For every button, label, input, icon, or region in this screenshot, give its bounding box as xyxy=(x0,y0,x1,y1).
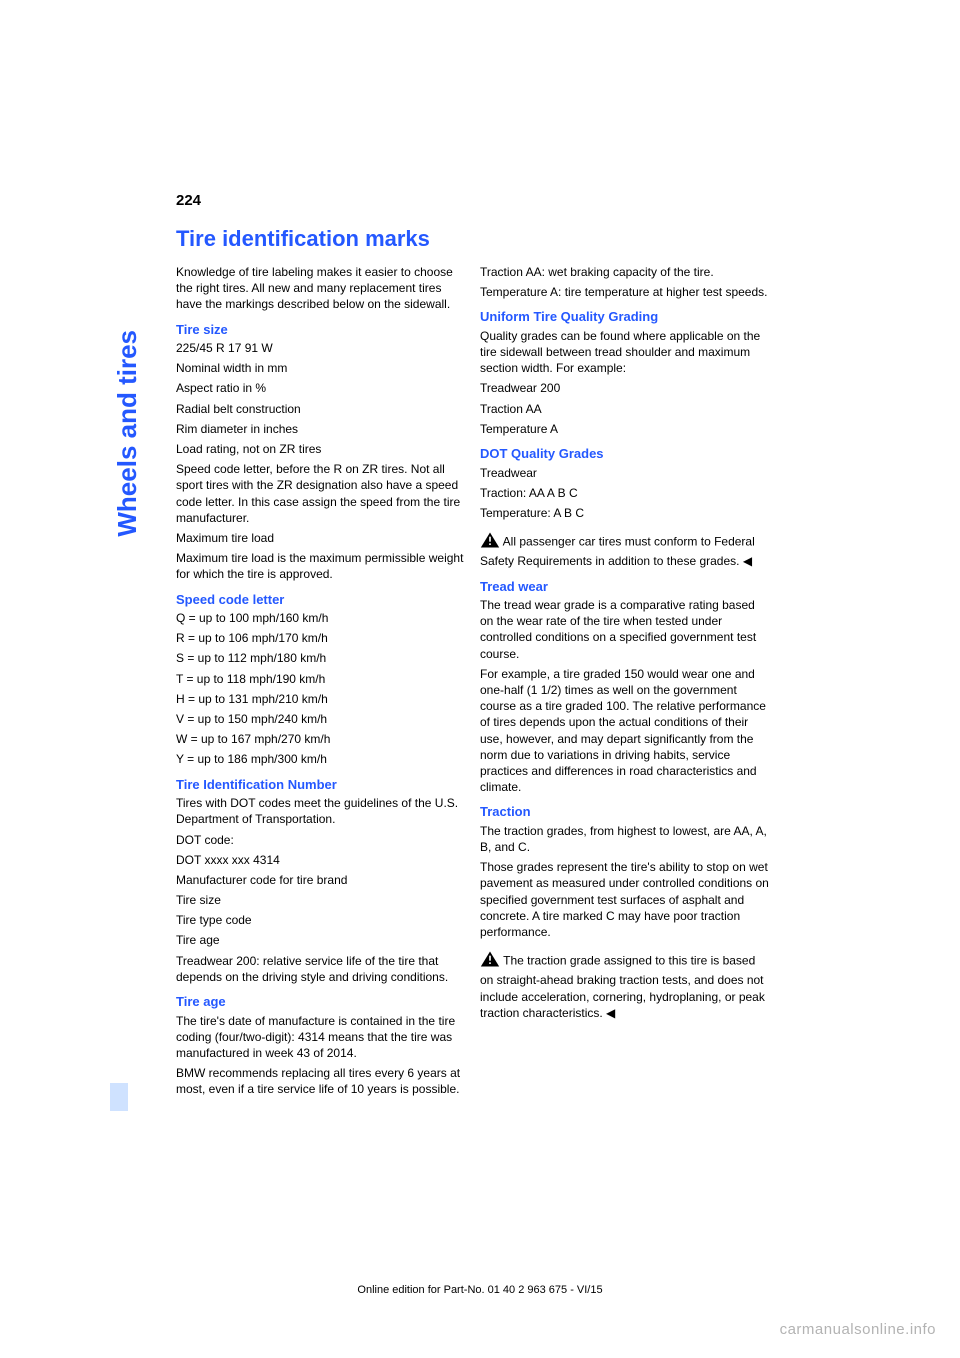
speed-y: Y = up to 186 mph/300 km/h xyxy=(176,751,466,767)
tire-size-p4: Radial belt construction xyxy=(176,401,466,417)
tin-p1: Tires with DOT codes meet the guidelines… xyxy=(176,795,466,827)
utqg-p4: Temperature A xyxy=(480,421,770,437)
tire-age-p2: BMW recommends replacing all tires every… xyxy=(176,1065,466,1097)
warning-text-2: The traction grade assigned to this tire… xyxy=(480,953,765,1019)
tin-p8: Treadwear 200: relative service life of … xyxy=(176,953,466,985)
dot-p3: Temperature: A B C xyxy=(480,505,770,521)
traction-p1: The traction grades, from highest to low… xyxy=(480,823,770,855)
warning-icon xyxy=(480,531,500,553)
heading-traction: Traction xyxy=(480,803,770,821)
footer-edition-line: Online edition for Part-No. 01 40 2 963 … xyxy=(0,1284,960,1296)
utqg-p2: Treadwear 200 xyxy=(480,380,770,396)
tin-p6: Tire type code xyxy=(176,912,466,928)
speed-q: Q = up to 100 mph/160 km/h xyxy=(176,610,466,626)
left-column: Knowledge of tire labeling makes it easi… xyxy=(176,264,466,1102)
right-column: Traction AA: wet braking capacity of the… xyxy=(480,264,770,1025)
tin-p5: Tire size xyxy=(176,892,466,908)
utqg-p3: Traction AA xyxy=(480,401,770,417)
tire-size-p6: Load rating, not on ZR tires xyxy=(176,441,466,457)
tire-size-p9: Maximum tire load is the maximum permiss… xyxy=(176,550,466,582)
tin-p4: Manufacturer code for tire brand xyxy=(176,872,466,888)
tin-p3: DOT xxxx xxx 4314 xyxy=(176,852,466,868)
tread-p2: For example, a tire graded 150 would wea… xyxy=(480,666,770,796)
heading-utqg: Uniform Tire Quality Grading xyxy=(480,308,770,326)
tin-p2: DOT code: xyxy=(176,832,466,848)
tire-size-p3: Aspect ratio in % xyxy=(176,380,466,396)
heading-dot-grades: DOT Quality Grades xyxy=(480,445,770,463)
utqg-p1: Quality grades can be found where applic… xyxy=(480,328,770,377)
tire-size-p2: Nominal width in mm xyxy=(176,360,466,376)
page-root: 224 Wheels and tires Tire identification… xyxy=(0,0,960,1358)
speed-t: T = up to 118 mph/190 km/h xyxy=(176,671,466,687)
tin-p7: Tire age xyxy=(176,932,466,948)
heading-tire-age: Tire age xyxy=(176,993,466,1011)
tread-p1: The tread wear grade is a comparative ra… xyxy=(480,597,770,662)
r-p0a: Traction AA: wet braking capacity of the… xyxy=(480,264,770,280)
tire-age-p1: The tire's date of manufacture is contai… xyxy=(176,1013,466,1062)
traction-p2: Those grades represent the tire's abilit… xyxy=(480,859,770,940)
tire-size-code: 225/45 R 17 91 W xyxy=(176,340,466,356)
heading-tread-wear: Tread wear xyxy=(480,578,770,596)
heading-speed-code: Speed code letter xyxy=(176,591,466,609)
watermark-text: carmanualsonline.info xyxy=(780,1321,936,1338)
tire-size-p8: Maximum tire load xyxy=(176,530,466,546)
page-title: Tire identification marks xyxy=(176,226,430,252)
speed-w: W = up to 167 mph/270 km/h xyxy=(176,731,466,747)
intro-text: Knowledge of tire labeling makes it easi… xyxy=(176,264,466,313)
heading-tire-size: Tire size xyxy=(176,321,466,339)
r-p0b: Temperature A: tire temperature at highe… xyxy=(480,284,770,300)
sidebar-section-label: Wheels and tires xyxy=(112,330,143,537)
page-number: 224 xyxy=(176,192,201,209)
warning-block-1: All passenger car tires must conform to … xyxy=(480,531,770,569)
tire-size-p7: Speed code letter, before the R on ZR ti… xyxy=(176,461,466,526)
speed-v: V = up to 150 mph/240 km/h xyxy=(176,711,466,727)
speed-r: R = up to 106 mph/170 km/h xyxy=(176,630,466,646)
warning-text-1: All passenger car tires must conform to … xyxy=(480,534,755,568)
heading-tin: Tire Identification Number xyxy=(176,776,466,794)
section-index-band xyxy=(110,1083,128,1111)
speed-s: S = up to 112 mph/180 km/h xyxy=(176,650,466,666)
tire-size-p5: Rim diameter in inches xyxy=(176,421,466,437)
warning-block-2: The traction grade assigned to this tire… xyxy=(480,950,770,1021)
warning-icon xyxy=(480,950,500,972)
speed-h: H = up to 131 mph/210 km/h xyxy=(176,691,466,707)
dot-p2: Traction: AA A B C xyxy=(480,485,770,501)
dot-p1: Treadwear xyxy=(480,465,770,481)
